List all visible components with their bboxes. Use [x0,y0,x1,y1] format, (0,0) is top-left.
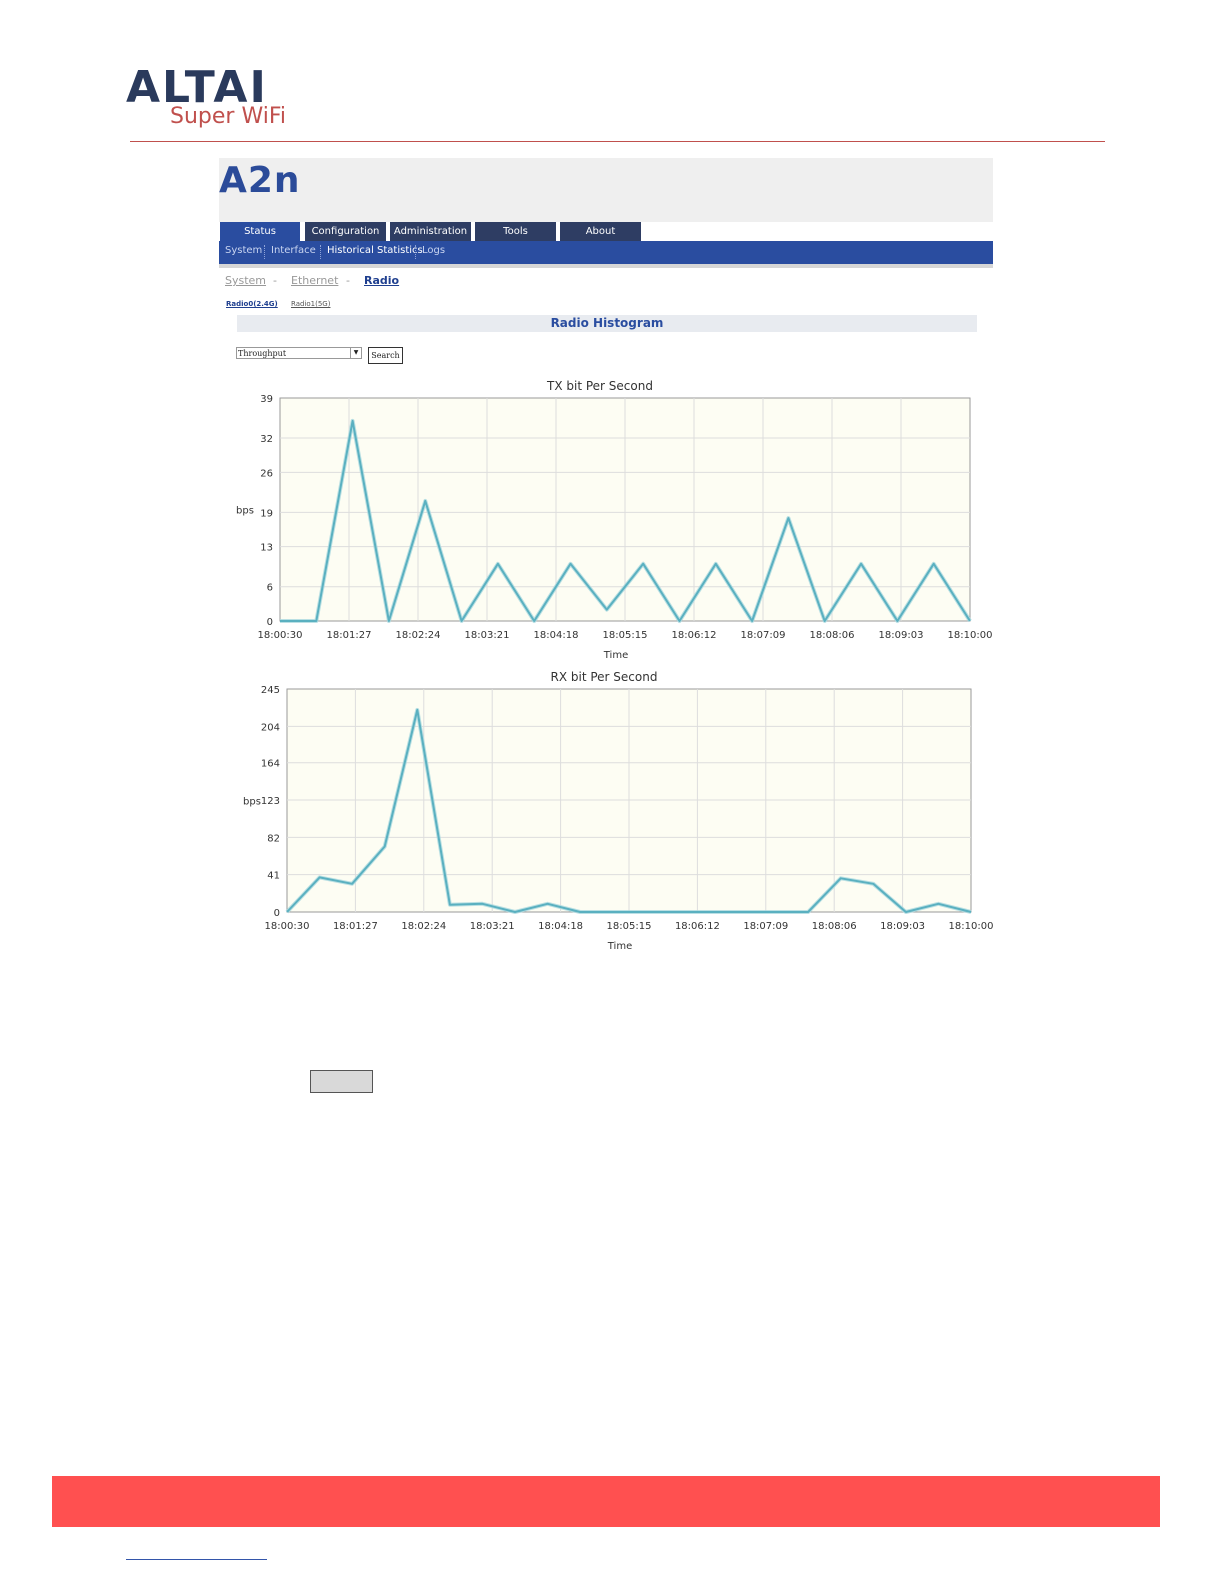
sub-nav: System Interface Historical Statistics L… [219,241,993,264]
x-tick-label: 18:07:09 [741,630,786,641]
x-axis-label: Time [603,650,628,661]
subnav-historical-statistics[interactable]: Historical Statistics [327,245,423,256]
tab-status[interactable]: Status [220,222,300,241]
x-axis-label: Time [607,941,632,952]
subnav-system[interactable]: System [225,245,263,256]
subnav-divider [264,245,266,259]
search-button[interactable]: Search [368,347,403,364]
tab-administration[interactable]: Administration [390,222,471,241]
y-tick-label: 32 [260,434,273,445]
subnav-logs[interactable]: Logs [422,245,446,256]
tx-chart: TX bit Per Second 18:00:30 18:01:27 18:02:2… [236,379,993,661]
x-tick-label: 18:01:27 [327,630,372,641]
y-tick-label: 164 [261,759,280,770]
series-line [286,708,972,913]
metric-select-value: Throughput [238,349,287,358]
x-tick-label: 18:08:06 [812,921,857,932]
subnav-divider [415,245,417,259]
x-tick-label: 18:04:18 [534,630,579,641]
x-tick-label: 18:05:15 [607,921,652,932]
y-tick-label: 123 [261,796,280,807]
series-line [280,419,971,622]
y-axis-label: bps [236,506,254,517]
breadcrumb-separator: - [273,274,277,287]
y-tick-label: 39 [260,394,273,405]
x-tick-label: 18:02:24 [396,630,441,641]
chart-title: TX bit Per Second [546,379,653,393]
breadcrumb-system[interactable]: System [225,274,267,287]
x-tick-label: 18:01:27 [333,921,378,932]
tab-configuration[interactable]: Configuration [305,222,386,241]
breadcrumb-separator: - [346,274,350,287]
radio0-link[interactable]: Radio0(2.4G) [226,300,278,308]
placeholder-box [310,1070,373,1093]
x-tick-label: 18:00:30 [258,630,303,641]
radio1-link[interactable]: Radio1(5G) [291,300,331,308]
breadcrumb-ethernet[interactable]: Ethernet [291,274,339,287]
x-tick-label: 18:05:15 [603,630,648,641]
web-ui-screenshot: A2n Status Configuration Administration … [219,158,993,958]
x-tick-label: 18:08:06 [810,630,855,641]
x-tick-label: 18:10:00 [948,630,993,641]
subnav-interface[interactable]: Interface [271,245,316,256]
rx-chart: RX bit Per Second 18:00:30 18:01:27 18:02:2… [243,670,993,952]
x-tick-label: 18:03:21 [465,630,510,641]
footer-link-underline [126,1559,267,1560]
y-tick-label: 204 [261,722,280,733]
logo-tagline: Super WiFi [170,104,286,129]
breadcrumb-radio[interactable]: Radio [364,274,400,287]
tab-tools[interactable]: Tools [475,222,556,241]
logo-wordmark: ALTAI [126,62,268,113]
metric-select[interactable]: Throughput ▼ [236,347,362,359]
app-title: A2n [219,160,301,201]
header-rule [130,141,1105,142]
x-tick-label: 18:00:30 [265,921,310,932]
y-tick-label: 6 [267,583,273,594]
chevron-down-icon[interactable]: ▼ [350,348,361,358]
y-tick-label: 245 [261,685,280,696]
tab-about[interactable]: About [560,222,641,241]
x-tick-label: 18:09:03 [880,921,925,932]
y-tick-label: 82 [267,833,280,844]
y-tick-label: 41 [267,871,280,882]
x-tick-label: 18:04:18 [538,921,583,932]
footer-band [52,1476,1160,1527]
y-tick-label: 0 [267,617,273,628]
y-axis-label: bps [243,797,261,808]
app-banner: A2n [219,158,993,222]
section-title: Radio Histogram [237,315,977,332]
y-tick-label: 0 [274,908,280,919]
chart-title: RX bit Per Second [551,670,658,684]
x-tick-label: 18:10:00 [949,921,993,932]
x-tick-label: 18:09:03 [879,630,924,641]
y-tick-label: 19 [260,508,273,519]
x-tick-label: 18:03:21 [470,921,515,932]
y-tick-label: 13 [260,543,273,554]
x-tick-label: 18:06:12 [672,630,717,641]
y-tick-label: 26 [260,468,273,479]
x-tick-label: 18:07:09 [743,921,788,932]
x-tick-label: 18:02:24 [401,921,446,932]
nav-shadow [219,264,993,268]
x-tick-label: 18:06:12 [675,921,720,932]
subnav-divider [320,245,322,259]
altai-logo: ALTAI Super WiFi [126,66,346,132]
